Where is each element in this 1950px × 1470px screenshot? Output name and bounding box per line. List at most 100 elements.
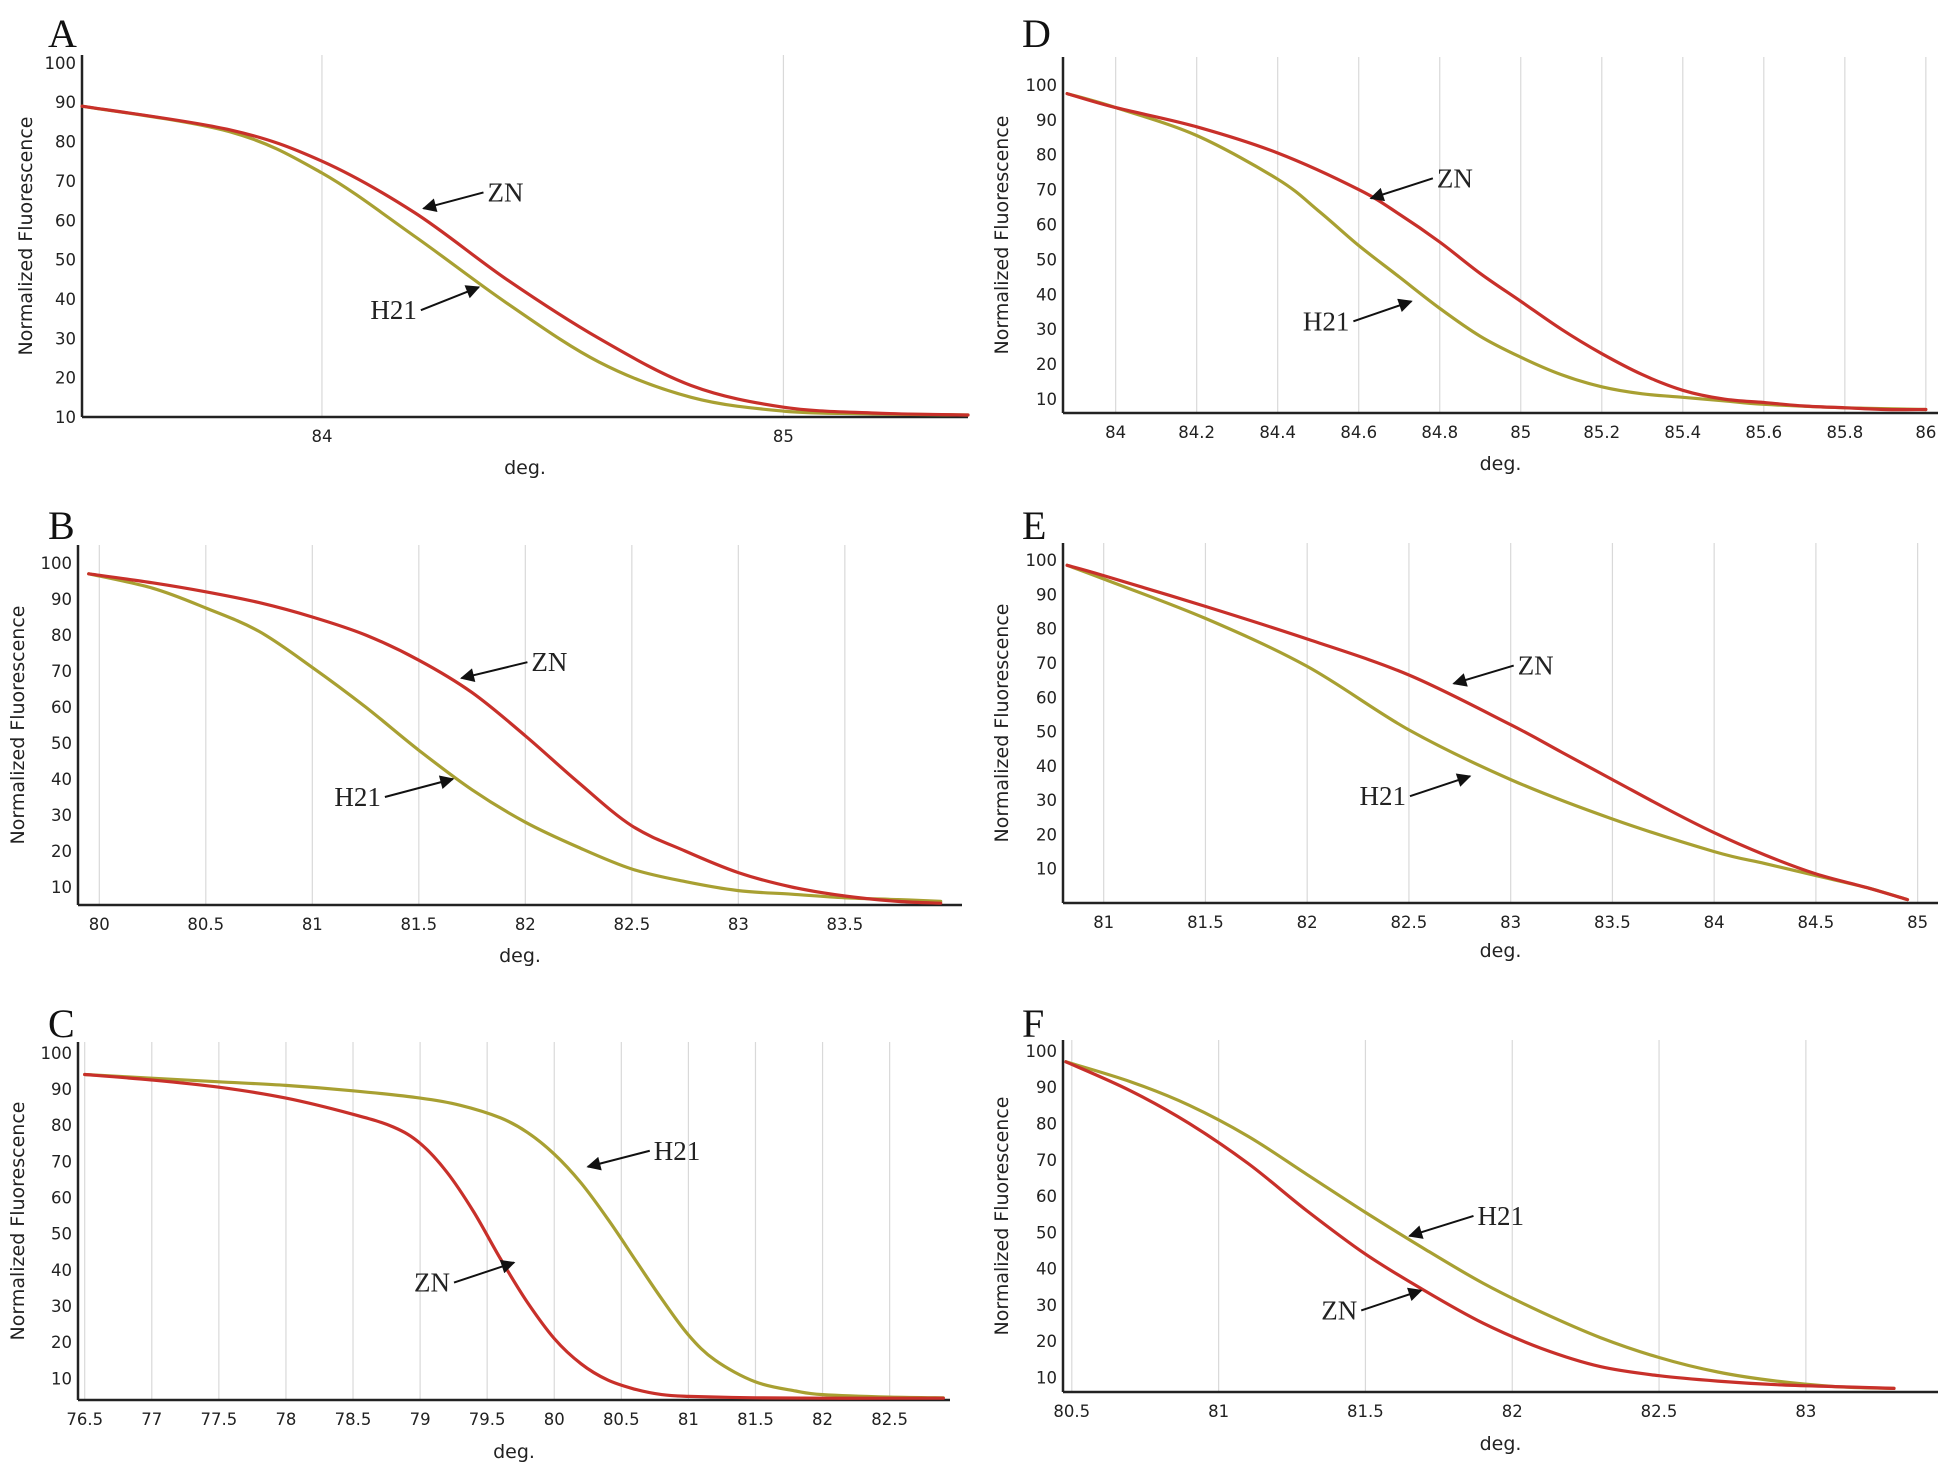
panel-letter: E — [1022, 503, 1046, 548]
annotation-arrow — [586, 1149, 651, 1171]
x-tick-label: 81.5 — [400, 915, 437, 934]
y-tick-label: 10 — [51, 878, 72, 897]
annotation-label-zn: ZN — [531, 647, 567, 677]
y-tick-label: 30 — [51, 1297, 72, 1316]
annotation-arrow — [1409, 773, 1472, 798]
annotation-label-h21: H21 — [1359, 781, 1406, 811]
y-tick-label: 70 — [1036, 654, 1057, 673]
x-tick-label: 83 — [728, 915, 749, 934]
x-tick-label: 83 — [1500, 913, 1521, 932]
x-tick-label: 84.4 — [1259, 423, 1296, 442]
x-tick-label: 81.5 — [1187, 913, 1224, 932]
x-tick-label: 84.5 — [1798, 913, 1835, 932]
x-tick-label: 81 — [1093, 913, 1114, 932]
x-tick-label: 80 — [89, 915, 110, 934]
y-tick-label: 90 — [51, 1080, 72, 1099]
y-tick-label: 10 — [1036, 390, 1057, 409]
x-tick-label: 82.5 — [1641, 1402, 1678, 1421]
annotation-label-h21: H21 — [654, 1136, 701, 1166]
annotation-label-zn: ZN — [414, 1268, 450, 1298]
x-tick-label: 79 — [410, 1410, 431, 1429]
x-axis-title: deg. — [493, 1441, 535, 1463]
x-tick-label: 78.5 — [335, 1410, 372, 1429]
y-tick-label: 100 — [41, 1044, 73, 1063]
annotation-label-h21: H21 — [1303, 306, 1350, 336]
x-tick-label: 82 — [812, 1410, 833, 1429]
y-tick-label: 70 — [55, 172, 76, 191]
y-tick-label: 10 — [1036, 1368, 1057, 1387]
y-tick-label: 30 — [1036, 791, 1057, 810]
y-tick-label: 20 — [1036, 825, 1057, 844]
annotation-arrow — [1369, 177, 1434, 202]
y-tick-label: 50 — [1036, 250, 1057, 269]
panel-d-chart: D 84 84.2 84.4 84.6 84.8 85 85.2 85.4 85.6 85.8 86 1… — [991, 11, 1938, 475]
y-tick-label: 80 — [55, 133, 76, 152]
y-tick-label: 60 — [1036, 688, 1057, 707]
annotation-label-h21: H21 — [1477, 1201, 1524, 1231]
series-line-h21 — [87, 572, 943, 903]
x-tick-label: 85.2 — [1583, 423, 1620, 442]
annotation-arrow — [384, 775, 455, 798]
x-tick-label: 84 — [1105, 423, 1126, 442]
x-tick-label: 81.5 — [737, 1410, 774, 1429]
x-tick-label: 82 — [1502, 1402, 1523, 1421]
y-tick-label: 30 — [51, 806, 72, 825]
y-tick-label: 20 — [51, 1333, 72, 1352]
x-tick-label: 82 — [1297, 913, 1318, 932]
y-tick-label: 60 — [51, 1188, 72, 1207]
y-axis-title: Normalized Fluorescence — [991, 1097, 1013, 1336]
panel-c-chart: C 76.5 77 77.5 78 78.5 79 79.5 80 80.5 81 81.5 82 82.… — [7, 1001, 950, 1463]
x-tick-label: 82.5 — [1391, 913, 1428, 932]
x-tick-label: 77.5 — [200, 1410, 237, 1429]
annotation-arrow — [1360, 1287, 1423, 1312]
x-tick-label: 85 — [773, 427, 794, 446]
x-tick-label: 85.8 — [1826, 423, 1863, 442]
x-axis-title: deg. — [1480, 940, 1522, 962]
y-axis-title: Normalized Fluorescence — [991, 604, 1013, 843]
y-tick-label: 20 — [55, 369, 76, 388]
panel-letter: B — [48, 503, 75, 548]
y-tick-label: 70 — [51, 662, 72, 681]
y-tick-label: 100 — [41, 554, 73, 573]
series-line-zn — [80, 104, 970, 417]
x-tick-label: 77 — [141, 1410, 162, 1429]
annotation-arrow — [1452, 664, 1514, 687]
series-line-h21 — [1064, 1060, 1896, 1390]
y-tick-label: 10 — [51, 1369, 72, 1388]
x-tick-label: 78 — [275, 1410, 296, 1429]
y-tick-label: 80 — [1036, 1114, 1057, 1133]
y-tick-label: 90 — [1036, 111, 1057, 130]
x-tick-label: 85 — [1907, 913, 1928, 932]
panel-b-chart: B 80 80.5 81 81.5 82 82.5 83 83.5 10 20 30 40 50 60 70 8… — [7, 503, 962, 967]
panel-letter: D — [1022, 11, 1051, 56]
series-line-zn — [1065, 563, 1910, 902]
x-tick-label: 81 — [302, 915, 323, 934]
y-axis-title: Normalized Fluorescence — [991, 116, 1013, 355]
annotation-arrow — [1353, 298, 1413, 323]
y-tick-label: 80 — [1036, 620, 1057, 639]
y-tick-label: 40 — [51, 1261, 72, 1280]
y-tick-label: 40 — [51, 770, 72, 789]
x-tick-label: 80 — [544, 1410, 565, 1429]
panel-letter: F — [1022, 1001, 1044, 1046]
x-tick-label: 83.5 — [826, 915, 863, 934]
annotation-label-h21: H21 — [334, 782, 381, 812]
y-tick-label: 90 — [1036, 1078, 1057, 1097]
annotation-label-zn: ZN — [1321, 1295, 1357, 1325]
y-tick-label: 10 — [55, 408, 76, 427]
y-tick-label: 90 — [51, 590, 72, 609]
x-tick-label: 85.4 — [1664, 423, 1701, 442]
y-tick-label: 90 — [55, 93, 76, 112]
panel-letter: C — [48, 1001, 75, 1046]
y-tick-label: 70 — [51, 1152, 72, 1171]
y-tick-label: 40 — [1036, 285, 1057, 304]
y-tick-label: 90 — [1036, 585, 1057, 604]
x-tick-label: 84.6 — [1340, 423, 1377, 442]
y-tick-label: 20 — [51, 842, 72, 861]
y-tick-label: 80 — [51, 1116, 72, 1135]
y-tick-label: 80 — [1036, 146, 1057, 165]
y-tick-label: 30 — [1036, 320, 1057, 339]
x-tick-label: 86 — [1915, 423, 1936, 442]
series-line-zn — [87, 572, 943, 905]
